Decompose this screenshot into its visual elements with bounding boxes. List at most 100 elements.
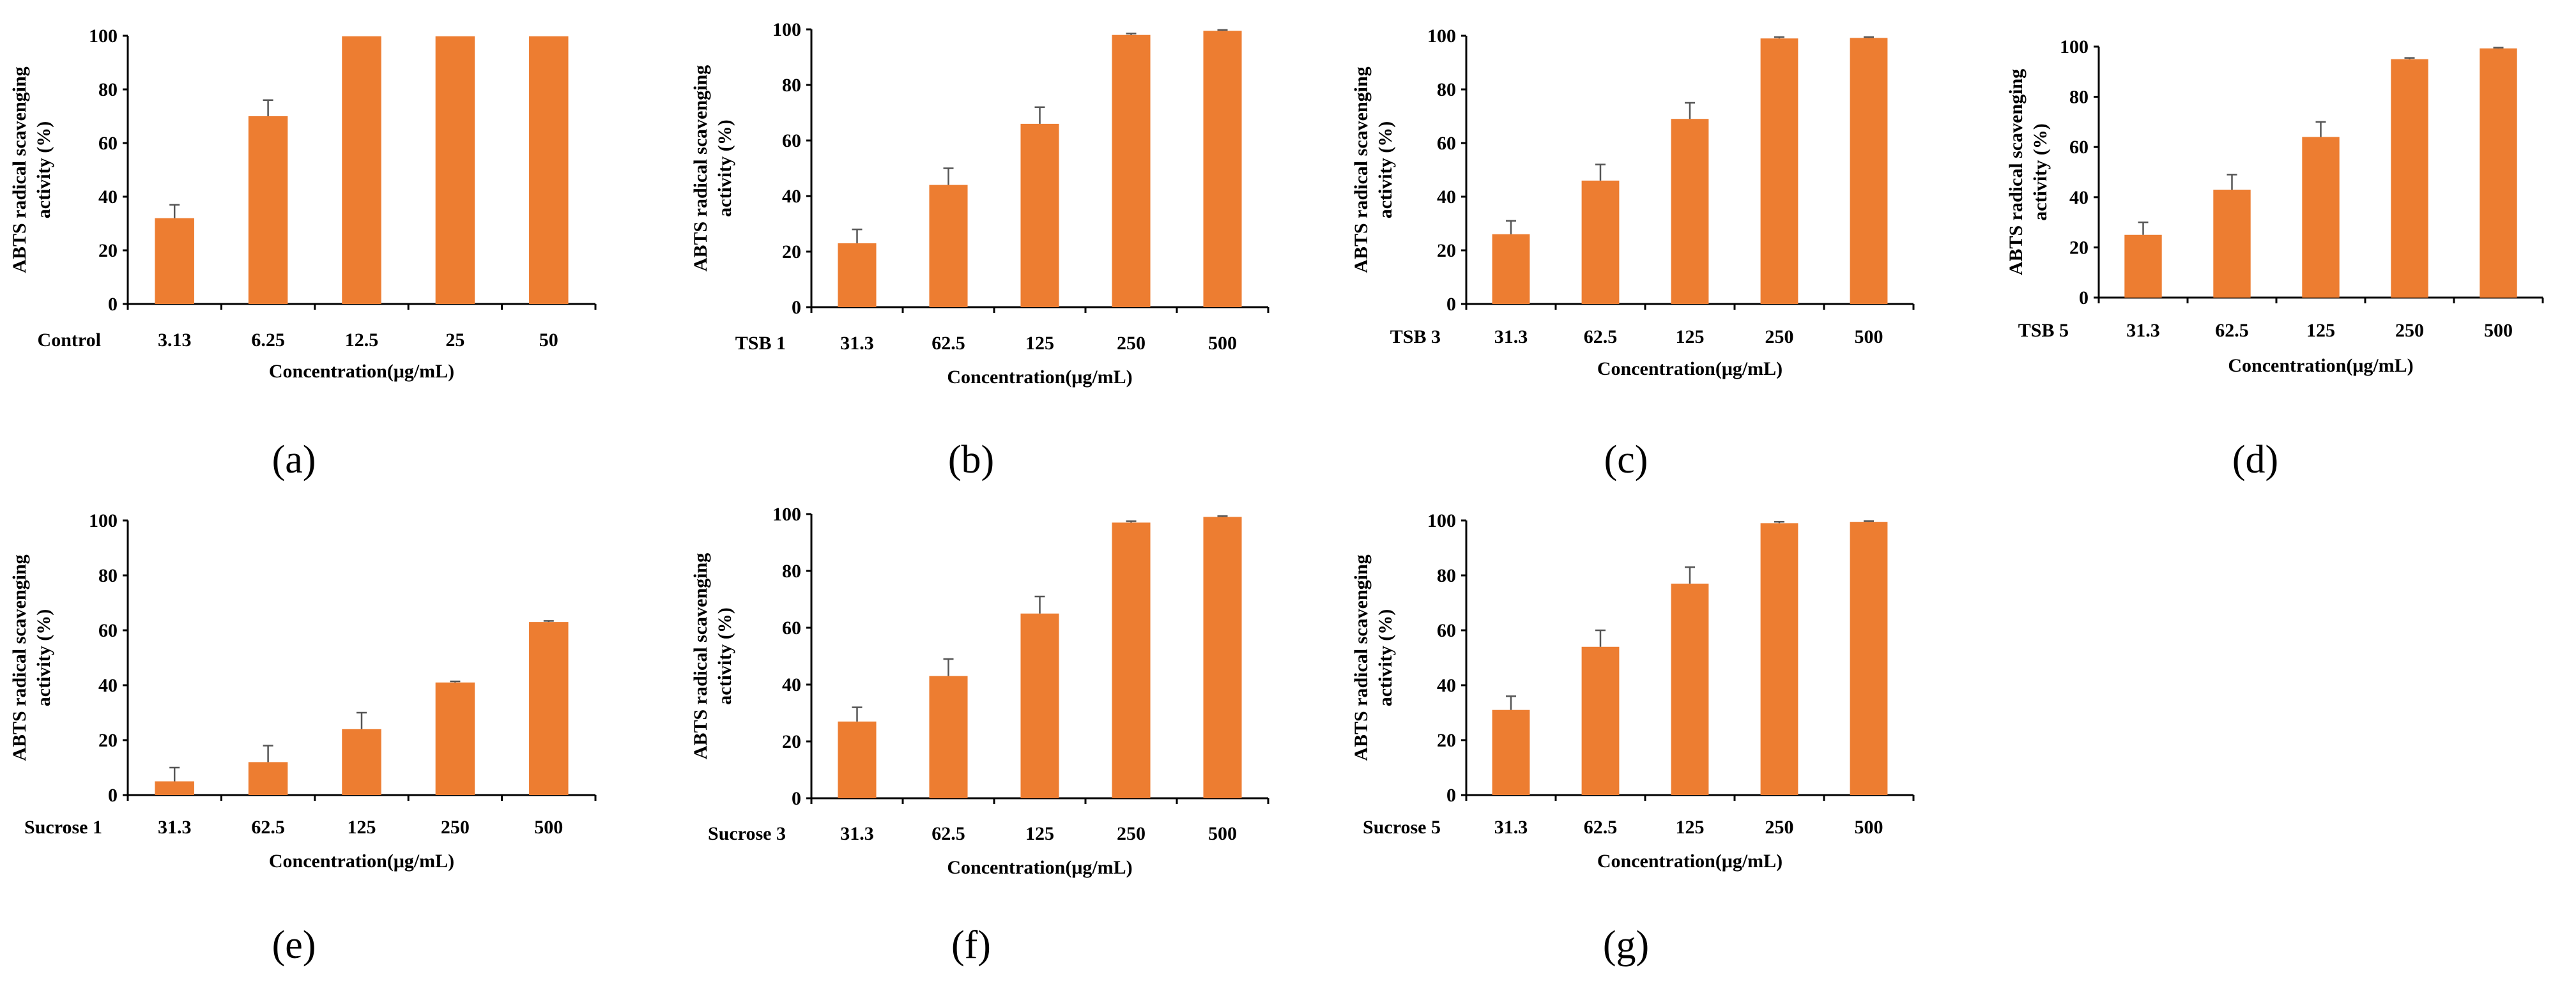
x-tick-label: 125 (1676, 326, 1705, 347)
y-tick-label: 80 (1437, 565, 1456, 586)
bar-250 (1112, 34, 1151, 307)
y-axis-title: ABTS radical scavenging activity (%) (690, 553, 735, 759)
y-axis-title-line: activity (%) (33, 609, 54, 706)
bar-125 (1020, 123, 1059, 307)
y-tick-label: 100 (772, 19, 801, 40)
bar-125 (1671, 583, 1709, 795)
y-tick-label: 60 (1437, 620, 1456, 641)
y-axis-title-line: ABTS radical scavenging (9, 554, 30, 761)
group-label: TSB 5 (2018, 320, 2069, 341)
panel-label: (g) (1603, 923, 1649, 967)
x-tick-label: 6.25 (251, 330, 285, 351)
bar-62.5 (248, 762, 288, 795)
x-tick-label: 125 (1025, 333, 1054, 354)
y-axis-title: ABTS radical scavenging activity (%) (9, 554, 54, 761)
bar-31.3 (2124, 234, 2162, 298)
bar-31.3 (1492, 709, 1530, 795)
x-tick-label: 25 (445, 330, 464, 351)
panel-label: (a) (272, 438, 316, 482)
group-label: Sucrose 5 (1363, 817, 1441, 838)
y-tick-label: 0 (792, 788, 801, 809)
y-tick-label: 0 (108, 785, 118, 806)
y-axis-title-line: activity (%) (714, 119, 735, 216)
y-tick-label: 100 (1427, 510, 1456, 531)
bar-62.5 (1581, 180, 1620, 304)
bar-500 (1850, 38, 1888, 305)
y-axis-title-line: activity (%) (714, 607, 735, 704)
x-tick-label: 62.5 (2215, 320, 2249, 341)
y-tick-label: 80 (1437, 79, 1456, 100)
chart-panel-a: 0 20 40 60 80 100 3.13 6.25 12.5 25 50 Control Conce… (9, 26, 597, 482)
y-tick-label: 100 (89, 26, 118, 47)
panel-label: (d) (2232, 438, 2278, 482)
bar-31.3 (838, 721, 877, 798)
x-tick-label: 500 (534, 817, 563, 838)
bar-500 (1203, 517, 1242, 798)
y-tick-label: 20 (782, 241, 801, 262)
panel-label: (e) (272, 923, 316, 967)
bar-250 (1760, 38, 1798, 304)
group-label: Control (38, 330, 101, 351)
chart-panel-f: 0 20 40 60 80 100 31.3 62.5 125 250 500 Sucrose 3 Co… (690, 504, 1269, 967)
y-tick-label: 80 (98, 565, 118, 586)
y-tick-label: 20 (2069, 237, 2089, 258)
y-tick-label: 60 (98, 620, 118, 641)
y-tick-label: 40 (1437, 186, 1456, 208)
x-axis-title: Concentration(μg/mL) (1597, 851, 1782, 872)
y-axis-title: ABTS radical scavenging activity (%) (1351, 66, 1396, 273)
bar-62.5 (2213, 190, 2251, 298)
bar-31.3 (1492, 234, 1530, 304)
bar-250 (2391, 59, 2428, 298)
x-tick-label: 500 (1208, 333, 1237, 354)
y-tick-label: 60 (782, 618, 801, 639)
y-tick-label: 100 (89, 510, 118, 531)
y-tick-label: 40 (2069, 187, 2089, 208)
x-tick-label: 250 (441, 817, 470, 838)
x-axis-title: Concentration(μg/mL) (947, 367, 1132, 388)
y-axis-title-line: ABTS radical scavenging (9, 66, 30, 273)
x-tick-label: 31.3 (840, 823, 874, 844)
y-tick-label: 40 (98, 186, 118, 208)
bar-62.5 (1581, 646, 1620, 795)
x-axis-title: Concentration(μg/mL) (947, 857, 1132, 878)
y-tick-label: 60 (98, 133, 118, 154)
x-tick-label: 125 (1025, 823, 1054, 844)
y-tick-label: 60 (782, 130, 801, 151)
x-tick-label: 31.3 (1494, 817, 1528, 838)
bar-31.3 (155, 781, 194, 795)
x-tick-label: 50 (539, 330, 558, 351)
y-tick-label: 40 (782, 186, 801, 207)
x-tick-label: 62.5 (1584, 326, 1618, 347)
bar-500 (2480, 48, 2517, 298)
y-tick-label: 100 (772, 504, 801, 525)
y-tick-label: 100 (2060, 36, 2089, 57)
bar-31.3 (838, 243, 877, 307)
x-tick-label: 500 (1855, 326, 1883, 347)
y-tick-label: 40 (98, 675, 118, 696)
panel-label: (b) (948, 438, 994, 482)
bar-62.5 (929, 676, 968, 798)
x-tick-label: 31.3 (840, 333, 874, 354)
y-axis-title-line: activity (%) (1375, 121, 1396, 218)
y-axis-title: ABTS radical scavenging activity (%) (2005, 69, 2051, 275)
x-tick-label: 31.3 (2126, 320, 2160, 341)
bar-50 (529, 36, 569, 305)
y-axis-title-line: ABTS radical scavenging (690, 65, 711, 271)
bar-500 (1850, 522, 1888, 795)
y-axis-title-line: activity (%) (33, 121, 54, 218)
x-tick-label: 500 (1855, 817, 1883, 838)
chart-panel-e: 0 20 40 60 80 100 31.3 62.5 125 250 500 Sucrose 1 Co… (9, 510, 597, 967)
x-tick-label: 62.5 (251, 817, 285, 838)
group-label: TSB 1 (735, 333, 786, 354)
y-axis-title-line: activity (%) (2030, 123, 2051, 220)
chart-panel-d: 0 20 40 60 80 100 31.3 62.5 125 250 500 TSB 5 Concen… (2005, 36, 2544, 482)
y-tick-label: 100 (1427, 26, 1456, 47)
y-axis-title-line: ABTS radical scavenging (1351, 554, 1372, 761)
x-tick-label: 250 (2395, 320, 2424, 341)
group-label: TSB 3 (1390, 326, 1441, 347)
y-tick-label: 0 (108, 294, 118, 315)
y-tick-label: 0 (2079, 287, 2089, 308)
y-tick-label: 0 (792, 297, 801, 318)
bar-250 (1112, 522, 1151, 798)
chart-panel-g: 0 20 40 60 80 100 31.3 62.5 125 250 500 Sucrose 5 Co… (1351, 510, 1915, 967)
